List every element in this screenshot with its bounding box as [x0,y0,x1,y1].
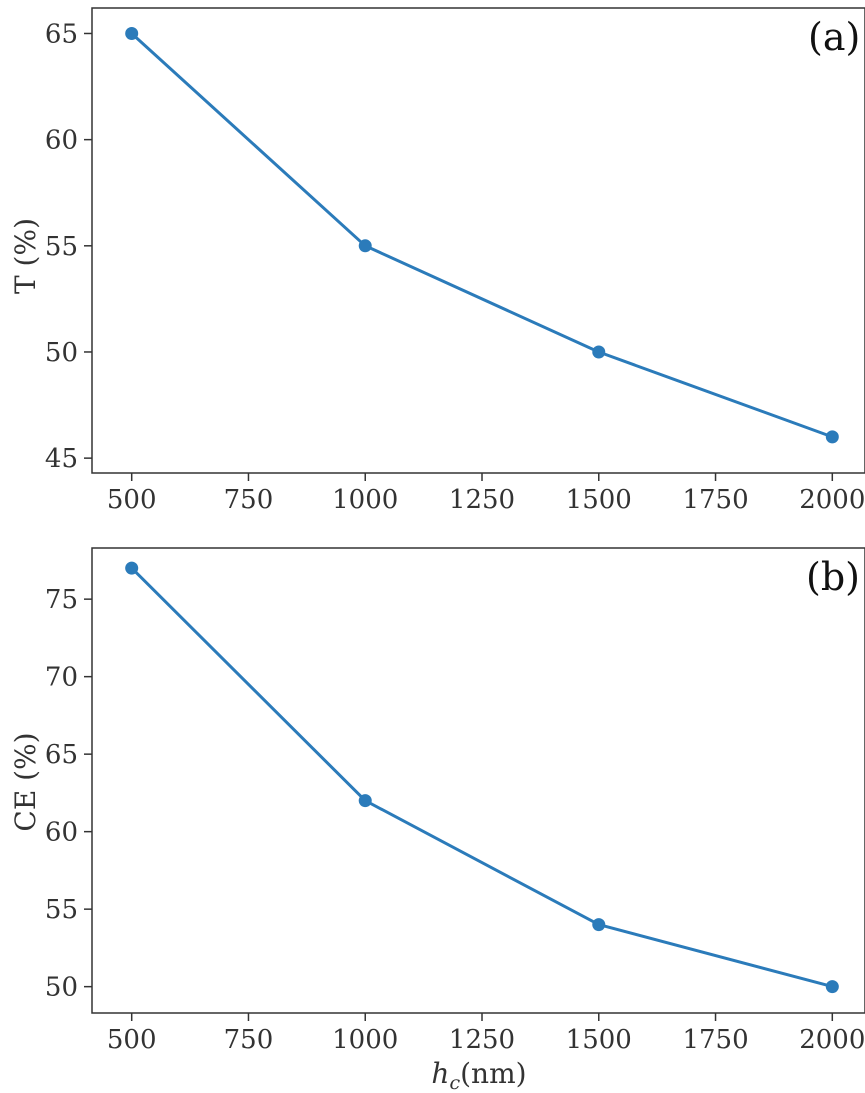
x-tick-label: 500 [107,485,157,515]
panel-b-y-ticks: 50 55 60 65 70 75 [45,585,92,1003]
x-tick-label: 750 [224,1025,274,1055]
panel-a-y-axis-label: T (%) [9,218,42,294]
x-tick-label: 1750 [682,1025,748,1055]
data-point [825,430,839,444]
x-tick-label: 1500 [566,1025,632,1055]
series-line [130,566,834,989]
panel-b-y-axis-label: CE (%) [9,732,42,831]
x-tick-label: 1000 [332,485,398,515]
series-line [130,32,834,439]
data-point [125,561,139,575]
panel-b-label: (b) [806,555,860,599]
x-axis-label-variable: h [431,1057,449,1090]
data-point [125,26,139,40]
y-tick-label: 45 [45,444,78,474]
x-tick-label: 1250 [449,485,515,515]
data-point [358,794,372,808]
panel-a: 500 750 1000 1250 1500 1750 2000 45 50 55 60 65 T … [9,7,865,515]
x-tick-label: 2000 [799,1025,865,1055]
panel-a-x-ticks: 500 750 1000 1250 1500 1750 2000 [107,473,865,515]
panel-b-plot-area [125,561,839,994]
panel-a-y-ticks: 45 50 55 60 65 [45,19,92,474]
x-axis-label-subscript: c [449,1072,460,1093]
x-tick-label: 2000 [799,485,865,515]
y-tick-label: 55 [45,895,78,925]
x-tick-label: 1000 [332,1025,398,1055]
y-tick-label: 75 [45,585,78,615]
y-tick-label: 70 [45,663,78,693]
x-tick-label: 1250 [449,1025,515,1055]
x-tick-label: 1500 [566,485,632,515]
panel-b: 500 750 1000 1250 1500 1750 2000 505560657075 … [9,547,865,1093]
y-tick-label: 60 [45,126,78,156]
x-axis-label-unit: (nm) [460,1057,526,1090]
panel-a-label: (a) [808,15,860,59]
x-tick-label: 1750 [682,485,748,515]
panel-b-x-ticks: 500 750 1000 1250 1500 1750 2000 [107,1013,865,1055]
x-tick-label: 750 [224,485,274,515]
y-tick-label: 65 [45,19,78,49]
y-tick-label: 50 [45,973,78,1003]
panel-b-x-axis-label: hc(nm) [431,1057,526,1093]
data-point [358,239,372,253]
y-tick-label: 55 [45,232,78,262]
panel-b-frame [91,547,865,1014]
data-point [592,345,606,359]
data-point [825,980,839,994]
y-tick-label: 60 [45,818,78,848]
x-tick-label: 500 [107,1025,157,1055]
y-tick-label: 65 [45,740,78,770]
panel-a-plot-area [125,26,839,444]
y-tick-label: 50 [45,338,78,368]
data-point [592,918,606,932]
panel-a-frame [91,7,865,474]
